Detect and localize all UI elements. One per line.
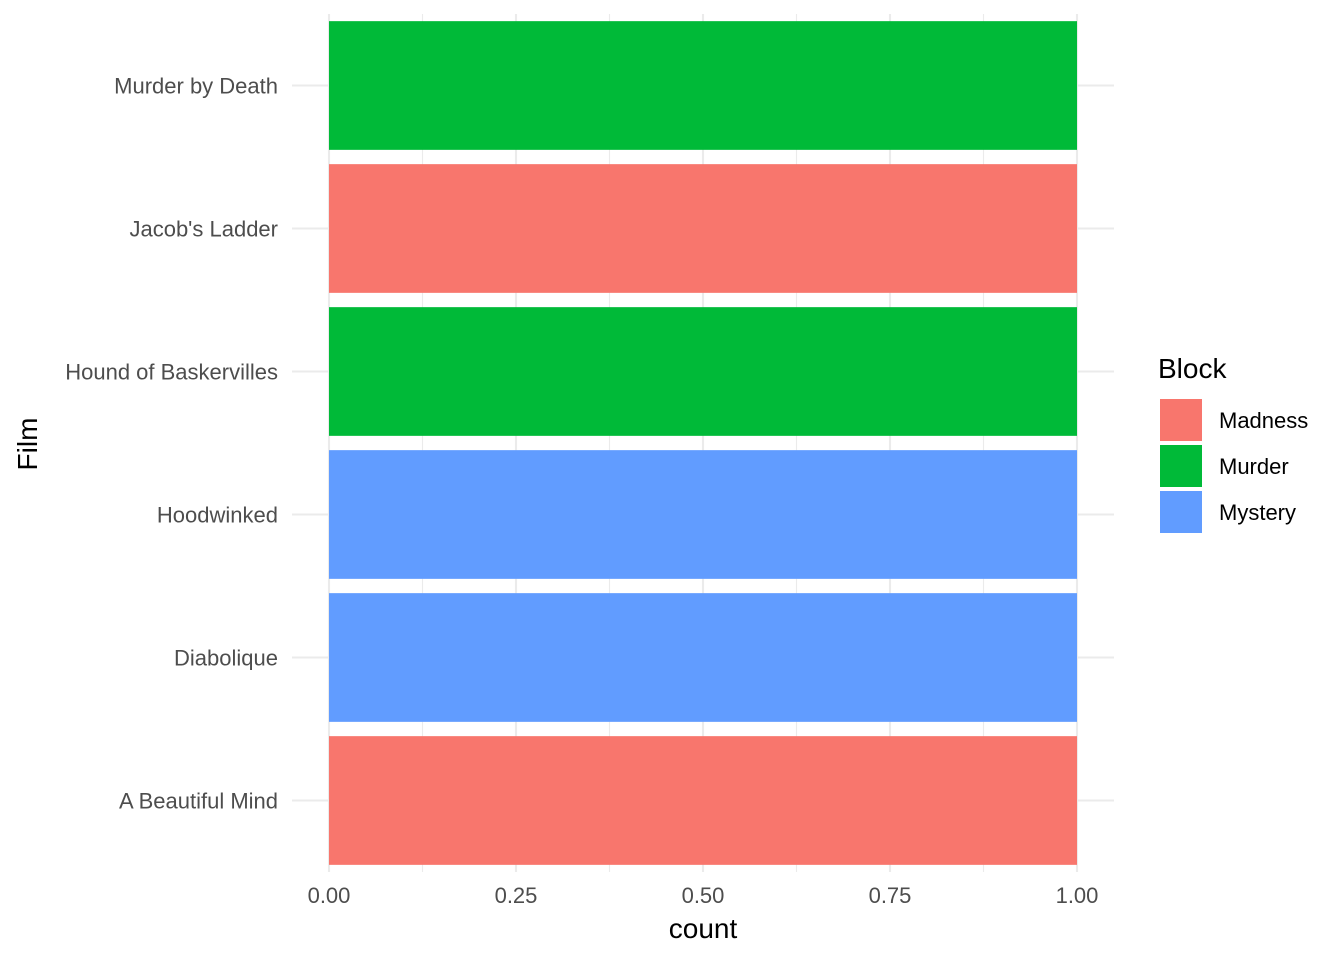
bar-diabolique — [329, 593, 1077, 722]
x-tick-label: 0.00 — [308, 883, 351, 908]
bar-jacob-s-ladder — [329, 164, 1077, 293]
y-tick-label: Diabolique — [174, 646, 278, 671]
legend-key-madness — [1160, 399, 1202, 441]
y-axis-tick-labels: A Beautiful Mind Diabolique Hoodwinked Houn… — [65, 74, 278, 814]
bar-hoodwinked — [329, 450, 1077, 579]
legend-items: Madness Murder Mystery — [1160, 399, 1308, 533]
legend-label-mystery: Mystery — [1219, 500, 1296, 525]
bar-murder-by-death — [329, 21, 1077, 150]
y-tick-label: Jacob's Ladder — [129, 217, 278, 242]
x-tick-label: 1.00 — [1056, 883, 1099, 908]
x-tick-label: 0.25 — [495, 883, 538, 908]
legend-title: Block — [1158, 353, 1227, 384]
x-axis-title: count — [669, 913, 738, 944]
legend-key-mystery — [1160, 491, 1202, 533]
legend-label-madness: Madness — [1219, 408, 1308, 433]
bar-a-beautiful-mind — [329, 736, 1077, 865]
legend-label-murder: Murder — [1219, 454, 1289, 479]
legend-key-murder — [1160, 445, 1202, 487]
y-tick-label: A Beautiful Mind — [119, 789, 278, 814]
x-axis-tick-labels: 0.00 0.25 0.50 0.75 1.00 — [308, 883, 1099, 908]
x-tick-label: 0.50 — [682, 883, 725, 908]
bars — [329, 21, 1077, 865]
y-tick-label: Hound of Baskervilles — [65, 360, 278, 385]
y-tick-label: Murder by Death — [114, 74, 278, 99]
legend: Block Madness Murder Mystery — [1158, 353, 1308, 533]
y-tick-label: Hoodwinked — [157, 503, 278, 528]
y-axis-title: Film — [12, 418, 43, 471]
bar-hound-of-baskervilles — [329, 307, 1077, 436]
x-tick-label: 0.75 — [869, 883, 912, 908]
